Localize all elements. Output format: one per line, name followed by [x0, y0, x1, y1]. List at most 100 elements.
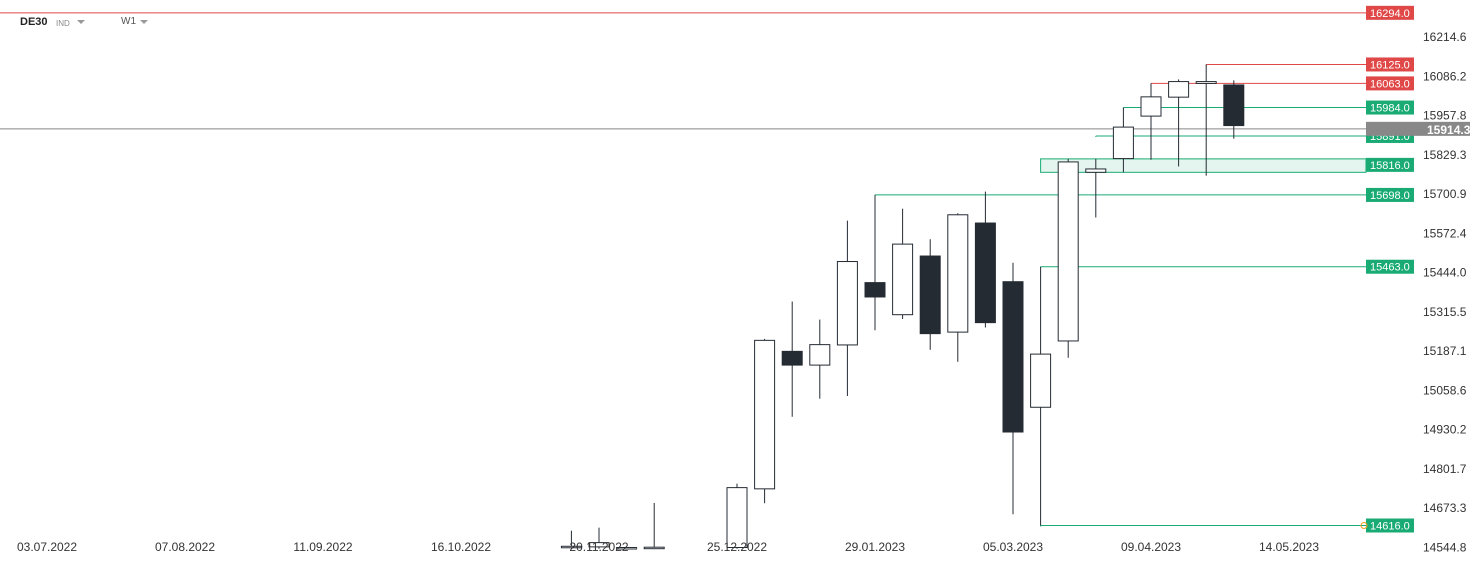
bullish-candle-body	[1057, 161, 1079, 342]
candle	[588, 527, 610, 549]
y-tick-label: 14544.8	[1423, 540, 1467, 554]
candle	[643, 502, 665, 550]
bullish-candle-body	[1195, 81, 1217, 84]
levels-layer	[0, 12, 1367, 527]
time-axis: 03.07.2022 07.08.2022 11.09.2022 16.10.2022…	[17, 540, 1319, 554]
candle	[1030, 266, 1052, 526]
candle	[560, 530, 582, 549]
bullish-candle-body	[560, 545, 582, 549]
current-price-label: 15914.3	[1427, 123, 1471, 137]
candle	[726, 483, 748, 549]
x-tick-label: 16.10.2022	[431, 540, 491, 554]
bullish-candle-body	[892, 243, 914, 316]
bearish-candle-body	[864, 282, 886, 298]
candle	[1223, 80, 1245, 139]
level-tag	[1366, 57, 1414, 72]
candle	[892, 208, 914, 319]
bullish-candle-body	[836, 261, 858, 346]
level-tag-label: 15698.0	[1370, 190, 1410, 202]
level-marker-icon	[1360, 522, 1368, 530]
candle	[781, 301, 803, 417]
bullish-candle-body	[643, 546, 665, 550]
y-tick-label: 15444.0	[1423, 266, 1467, 280]
current-price-tag	[1366, 121, 1470, 136]
y-tick-label: 16086.2	[1423, 69, 1467, 83]
candle	[1112, 107, 1134, 173]
chart-toolbar: DE30 IND W1	[0, 0, 600, 40]
level-tag	[1366, 76, 1414, 91]
x-tick-label: 11.09.2022	[293, 540, 352, 554]
bearish-candle-body	[1223, 84, 1245, 127]
level-tag	[1366, 259, 1414, 274]
candle	[1195, 64, 1217, 176]
x-tick-label: 25.12.2022	[707, 540, 767, 554]
level-tag-label: 16125.0	[1370, 59, 1410, 71]
timeframe-dropdown-icon[interactable]	[140, 20, 148, 24]
candle	[809, 319, 831, 399]
level-tag	[1366, 187, 1414, 202]
level-tag	[1366, 518, 1414, 533]
x-tick-label: 09.04.2023	[1121, 540, 1181, 554]
candle	[919, 239, 941, 350]
bearish-candle-body	[1002, 281, 1024, 433]
y-tick-label: 14930.2	[1423, 423, 1467, 437]
x-tick-label: 05.03.2023	[983, 540, 1043, 554]
candle	[1057, 158, 1079, 358]
bearish-candle-body	[781, 350, 803, 366]
x-tick-label: 20.11.2022	[569, 540, 628, 554]
bullish-candle-body	[1030, 353, 1052, 408]
level-tag-label: 15984.0	[1370, 103, 1410, 115]
candle	[864, 194, 886, 331]
candle	[754, 338, 776, 504]
candle	[1168, 79, 1190, 167]
instrument-class-label: IND	[56, 19, 70, 28]
level-tags: 15816.016294.016125.016063.015984.015891…	[1360, 5, 1471, 533]
candle	[836, 220, 858, 396]
zone-tag	[1366, 157, 1414, 172]
y-tick-label: 15572.4	[1423, 226, 1467, 240]
bullish-candle-body	[1085, 168, 1107, 173]
y-tick-label: 15829.3	[1423, 148, 1467, 162]
level-tag	[1366, 5, 1414, 20]
level-tag-label: 15463.0	[1370, 262, 1410, 274]
y-tick-label: 15700.9	[1423, 187, 1467, 201]
y-tick-label: 15957.8	[1423, 109, 1467, 123]
bullish-candle-body	[726, 487, 748, 549]
y-tick-label: 14801.7	[1423, 462, 1467, 476]
candle	[1002, 262, 1024, 515]
candle	[616, 546, 638, 550]
bullish-candle-body	[616, 547, 638, 550]
symbol-label[interactable]: DE30	[20, 16, 48, 28]
y-tick-label: 14673.3	[1423, 501, 1467, 515]
bullish-candle-body	[1140, 96, 1162, 117]
level-tag-label: 16063.0	[1370, 78, 1410, 90]
x-tick-label: 07.08.2022	[155, 540, 215, 554]
candle	[1085, 158, 1107, 218]
price-axis: 16214.6 16086.2 15957.8 15829.3 15700.9 15572…	[1423, 30, 1467, 554]
y-tick-label: 15315.5	[1423, 305, 1467, 319]
bullish-candle-body	[947, 214, 969, 333]
candle	[1140, 83, 1162, 160]
bullish-candle-body	[588, 542, 610, 548]
y-tick-label: 15187.1	[1423, 344, 1467, 358]
bullish-candle-body	[809, 344, 831, 366]
zone-tag-label: 15816.0	[1370, 160, 1410, 172]
level-tag-label: 14616.0	[1370, 521, 1410, 533]
level-tag	[1366, 100, 1414, 115]
candle	[947, 213, 969, 362]
symbol-dropdown-icon[interactable]	[77, 20, 85, 24]
bearish-candle-body	[974, 222, 996, 324]
y-tick-label: 15058.6	[1423, 383, 1467, 397]
x-tick-label: 29.01.2023	[845, 540, 905, 554]
candles-layer	[560, 64, 1245, 550]
timeframe-label[interactable]: W1	[121, 16, 136, 27]
level-tag-label: 16294.0	[1370, 8, 1410, 20]
bullish-candle-body	[1112, 126, 1134, 160]
candle	[974, 191, 996, 328]
bullish-candle-body	[1168, 81, 1190, 98]
bearish-candle-body	[919, 255, 941, 335]
x-tick-label: 14.05.2023	[1259, 540, 1319, 554]
y-tick-label: 16214.6	[1423, 30, 1467, 44]
bullish-candle-body	[754, 339, 776, 490]
